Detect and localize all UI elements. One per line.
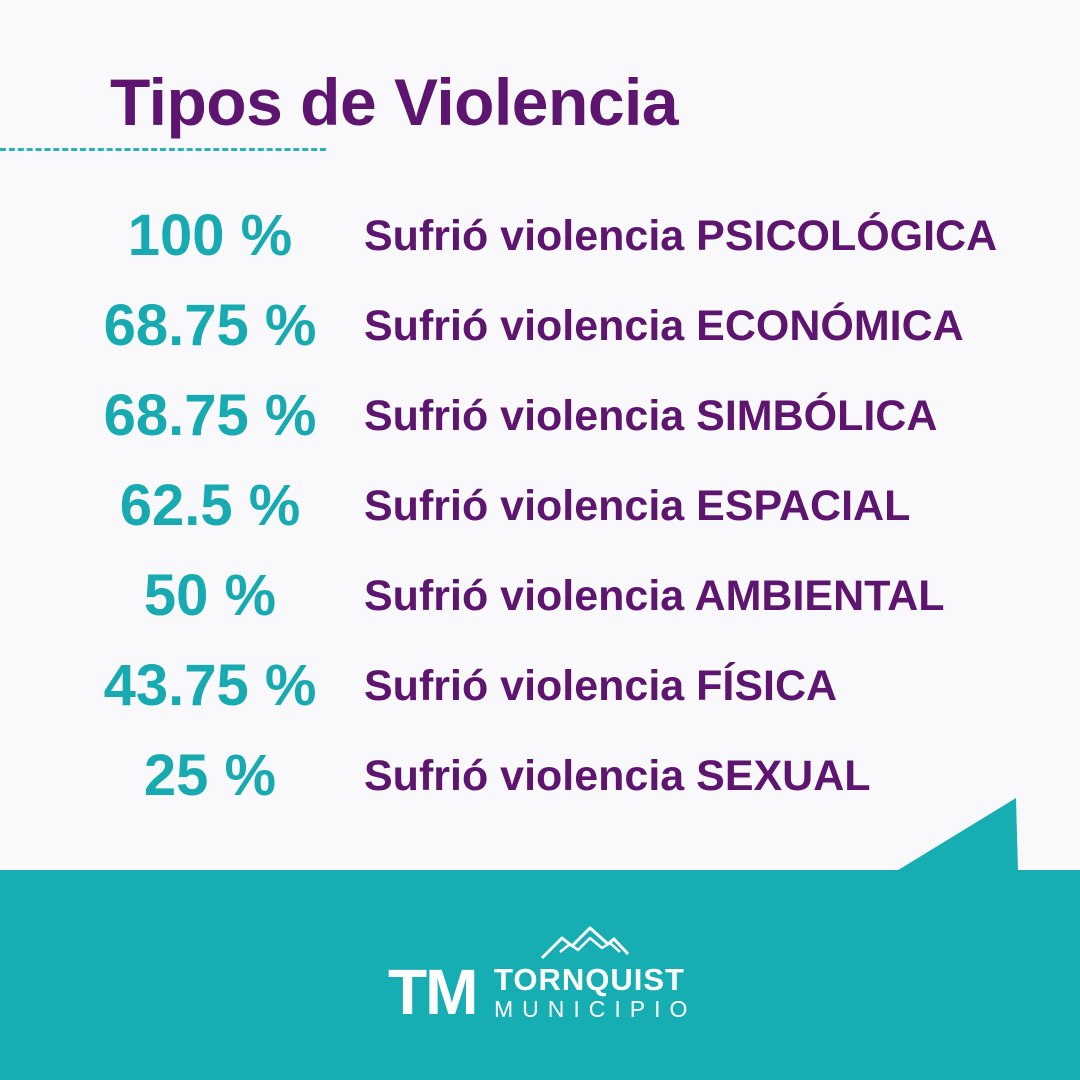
- dashed-divider: [0, 148, 326, 151]
- mountains-icon: [540, 926, 630, 960]
- logo-mark: TM: [388, 956, 478, 1028]
- list-item: 25 % Sufrió violencia SEXUAL: [0, 736, 1080, 816]
- percent-value: 62.5 %: [119, 473, 301, 538]
- violence-label: Sufrió violencia AMBIENTAL: [364, 572, 945, 620]
- municipality-logo: TM TORNQUIST MUNICIPIO: [388, 926, 708, 1026]
- percent-value: 43.75 %: [103, 653, 317, 718]
- logo-subtitle: MUNICIPIO: [494, 996, 697, 1022]
- violence-label: Sufrió violencia ECONÓMICA: [364, 302, 964, 350]
- percent-value: 100 %: [127, 203, 293, 268]
- list-item: 62.5 % Sufrió violencia ESPACIAL: [0, 466, 1080, 546]
- page-title: Tipos de Violencia: [110, 65, 679, 139]
- violence-label: Sufrió violencia ESPACIAL: [364, 482, 911, 530]
- violence-label: Sufrió violencia FÍSICA: [364, 662, 838, 710]
- list-item: 43.75 % Sufrió violencia FÍSICA: [0, 646, 1080, 726]
- percent-value: 68.75 %: [103, 293, 317, 358]
- list-item: 100 % Sufrió violencia PSICOLÓGICA: [0, 196, 1080, 276]
- violence-label: Sufrió violencia SEXUAL: [364, 752, 871, 800]
- percent-value: 50 %: [143, 563, 277, 628]
- percent-value: 68.75 %: [103, 383, 317, 448]
- violence-label: Sufrió violencia PSICOLÓGICA: [364, 212, 998, 260]
- footer-band: [0, 870, 1080, 1080]
- logo-name: TORNQUIST: [494, 962, 685, 997]
- list-item: 50 % Sufrió violencia AMBIENTAL: [0, 556, 1080, 636]
- violence-label: Sufrió violencia SIMBÓLICA: [364, 392, 938, 440]
- list-item: 68.75 % Sufrió violencia SIMBÓLICA: [0, 376, 1080, 456]
- percent-value: 25 %: [143, 743, 277, 808]
- list-item: 68.75 % Sufrió violencia ECONÓMICA: [0, 286, 1080, 366]
